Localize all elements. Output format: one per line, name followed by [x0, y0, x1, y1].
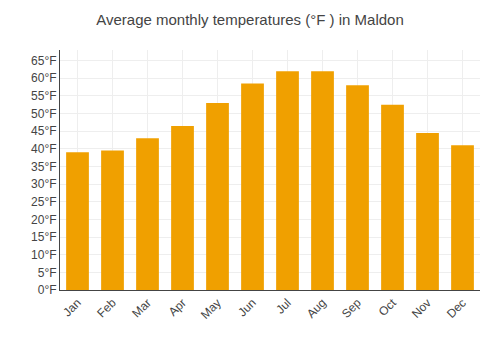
svg-text:35°F: 35°F	[31, 160, 56, 174]
svg-text:Oct: Oct	[376, 295, 400, 319]
svg-text:10°F: 10°F	[31, 248, 56, 262]
svg-text:Nov: Nov	[409, 296, 434, 321]
svg-text:May: May	[198, 296, 224, 322]
svg-text:65°F: 65°F	[31, 54, 56, 68]
svg-text:Sep: Sep	[339, 296, 364, 321]
svg-text:0°F: 0°F	[38, 283, 57, 297]
svg-text:Jun: Jun	[235, 296, 259, 320]
svg-text:Aug: Aug	[304, 296, 329, 321]
svg-text:55°F: 55°F	[31, 89, 56, 103]
svg-text:Jul: Jul	[273, 296, 294, 317]
svg-text:Jan: Jan	[60, 296, 84, 320]
svg-text:Dec: Dec	[444, 296, 469, 321]
svg-text:5°F: 5°F	[38, 266, 57, 280]
svg-text:Mar: Mar	[129, 296, 154, 321]
svg-text:Average monthly temperatures (: Average monthly temperatures (°F ) in Ma…	[96, 11, 404, 28]
svg-text:30°F: 30°F	[31, 177, 56, 191]
svg-text:15°F: 15°F	[31, 230, 56, 244]
svg-text:25°F: 25°F	[31, 195, 56, 209]
svg-text:20°F: 20°F	[31, 213, 56, 227]
svg-text:60°F: 60°F	[31, 71, 56, 85]
svg-text:45°F: 45°F	[31, 124, 56, 138]
svg-text:40°F: 40°F	[31, 142, 56, 156]
svg-text:Apr: Apr	[166, 296, 189, 319]
svg-text:Feb: Feb	[94, 296, 119, 321]
svg-text:50°F: 50°F	[31, 107, 56, 121]
